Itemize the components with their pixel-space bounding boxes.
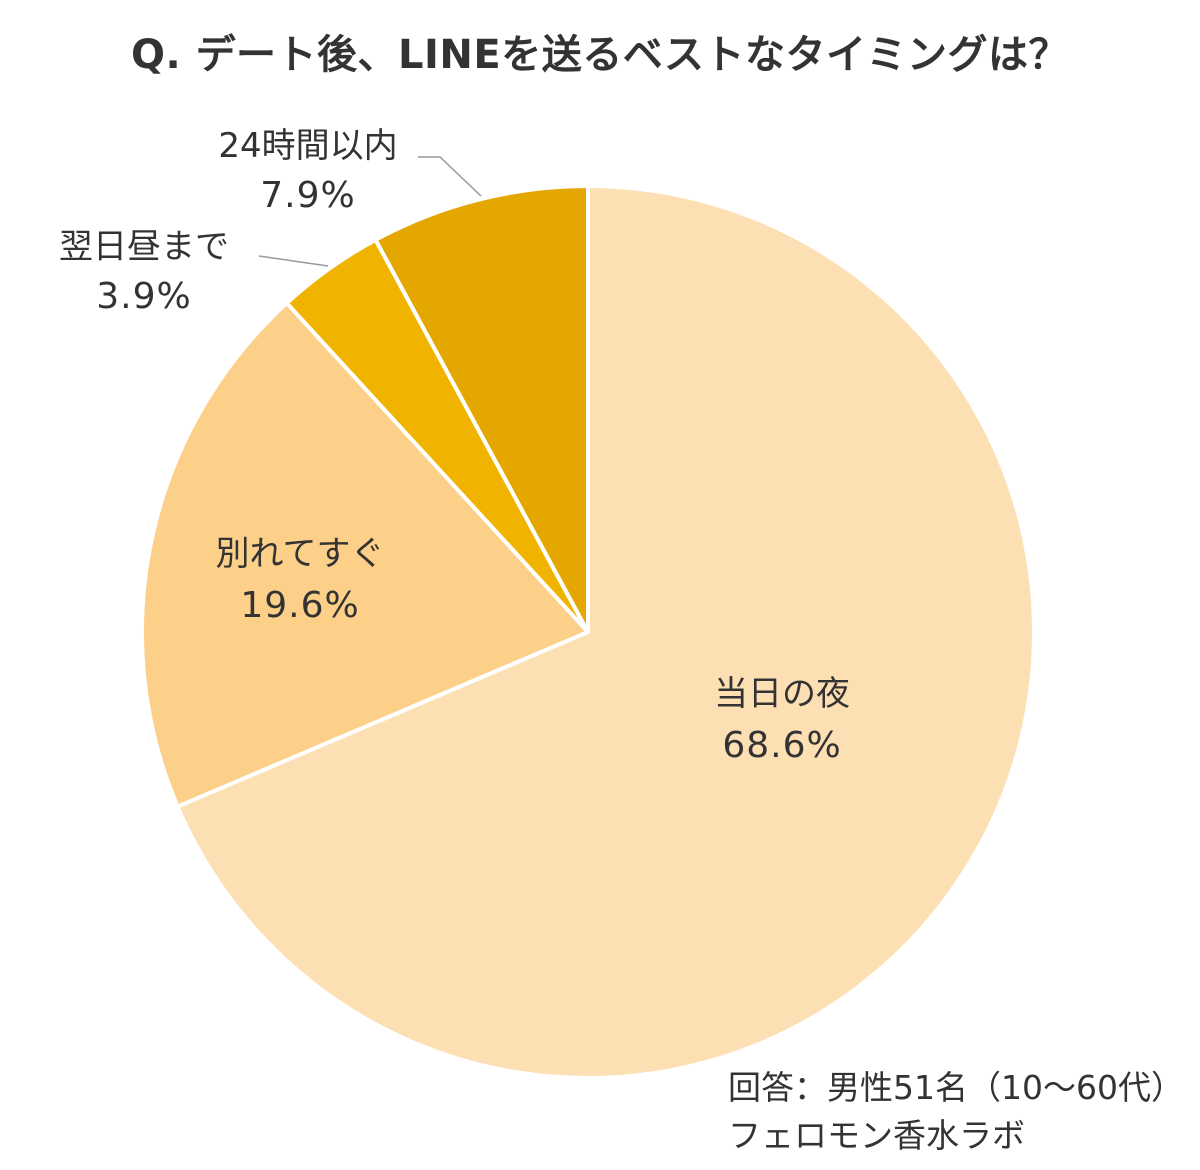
source-note: フェロモン香水ラボ	[728, 1116, 1025, 1155]
slice-3-value-label: 3.9%	[96, 276, 191, 317]
leader-lines	[258, 156, 482, 267]
slice-1-wedge	[175, 184, 1036, 1080]
slice-1-value-label: 68.6%	[722, 725, 841, 766]
slice-4-leader-line	[418, 156, 482, 197]
slice-1-label: 当日の夜	[714, 674, 850, 714]
slice-4-label: 24時間以内	[218, 126, 397, 166]
slice-3-leader-line	[258, 255, 329, 267]
chart-footer: 回答：男性51名（10～60代） フェロモン香水ラボ	[728, 1064, 1184, 1160]
chart-title: Q. デート後、LINEを送るベストなタイミングは？	[130, 32, 1070, 78]
slice-4-value-label: 7.9%	[260, 175, 355, 216]
slice-2-wedge	[140, 301, 590, 809]
slice-4-wedge	[373, 184, 590, 634]
slice-2-value-label: 19.6%	[240, 585, 359, 626]
respondents-note: 回答：男性51名（10～60代）	[728, 1068, 1184, 1107]
slice-3-label: 翌日昼まで	[59, 227, 229, 267]
slice-2-label: 別れてすぐ	[216, 534, 385, 574]
slice-labels: 当日の夜 68.6% 別れてすぐ 19.6% 翌日昼まで 3.9% 24時間以内 7.9%	[59, 126, 850, 766]
pie-slices	[140, 184, 1036, 1080]
